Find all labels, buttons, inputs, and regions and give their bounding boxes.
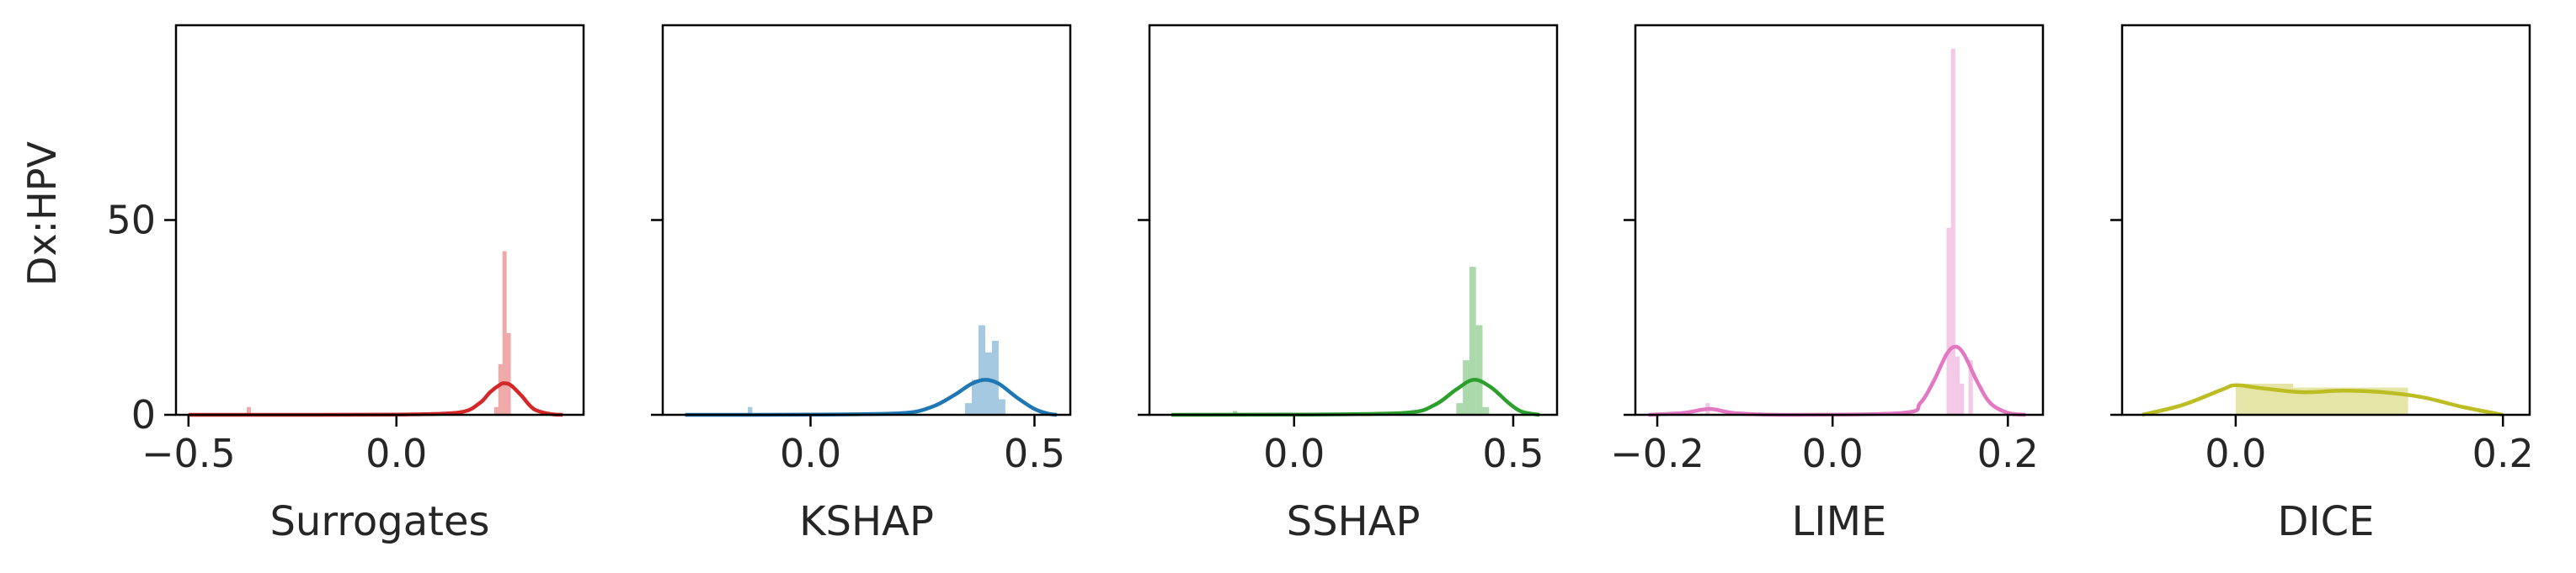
plot-frame [174,24,585,416]
plot-frame [1634,24,2045,416]
histogram-bar [1946,227,1951,415]
histogram-bar [965,403,972,415]
histogram-bar [991,341,999,415]
x-tick-label: 0.0 [2205,431,2266,476]
x-axis-label: KSHAP [799,498,934,545]
kde-curve [2141,383,2504,417]
y-axis-label: Dx:HPV [19,141,65,286]
panel-lime: −0.2 0.0 0.2 LIME [1610,24,2045,545]
x-axis-label: SSHAP [1287,498,1421,545]
plot-frame [2120,24,2531,416]
histogram-bar [1968,360,1973,415]
plot-frame [1148,24,1559,416]
x-axis-label: LIME [1792,498,1887,545]
histogram-bar [1950,48,1955,415]
histogram-bar [1960,383,1965,415]
histogram-bar [971,379,979,415]
x-tick-label: 0.2 [1977,431,2039,476]
panel-kshap: 0.0 0.5 KSHAP [651,24,1072,545]
x-axis-label: DICE [2278,498,2375,545]
x-tick-label: 0.0 [1263,431,1325,476]
panel-dice: 0.0 0.2 DICE [2110,24,2534,545]
histogram-bar [506,332,511,415]
x-tick-label: 0.5 [1004,431,1065,476]
panel-sshap: 0.0 0.5 SSHAP [1138,24,1559,545]
x-axis-label: Surrogates [269,498,489,545]
histogram-bar [978,325,985,415]
histogram-bar [246,406,251,415]
panel-surrogates: −0.5 0.0 Surrogates 0 50 [106,24,585,545]
histogram-bar [998,399,1005,415]
histogram-bar [984,352,992,415]
x-tick-label: 0.0 [1802,431,1864,476]
y-tick-label: 0 [131,392,156,438]
x-tick-label: −0.2 [1610,431,1704,476]
y-tick-label: 50 [106,198,156,243]
histogram-bar [1475,325,1483,415]
plot-frame [661,24,1072,416]
histogram-bar [493,406,499,415]
x-tick-label: −0.5 [141,431,236,476]
x-tick-label: 0.0 [365,431,427,476]
histogram-bar [1232,411,1238,415]
x-tick-label: 0.5 [1482,431,1544,476]
x-tick-label: 0.0 [780,431,841,476]
histogram-bar [1955,356,1960,415]
histogram-bar [1463,360,1469,415]
histogram-bar [498,363,503,415]
histogram-bar [1469,267,1476,415]
histogram-bar [502,251,507,415]
x-tick-label: 0.2 [2472,431,2534,476]
kde-curve [1648,344,2026,417]
histogram-bar [1456,403,1464,415]
histogram-bar [748,406,753,415]
histogram-bar [1482,406,1490,415]
